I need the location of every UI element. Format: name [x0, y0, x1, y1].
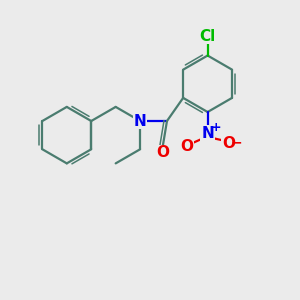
Text: −: − [231, 135, 243, 149]
Text: N: N [134, 113, 146, 128]
Text: O: O [222, 136, 235, 151]
Text: N: N [201, 126, 214, 141]
Text: +: + [211, 121, 221, 134]
Text: O: O [180, 139, 193, 154]
Text: Cl: Cl [200, 28, 216, 44]
Text: O: O [156, 146, 169, 160]
